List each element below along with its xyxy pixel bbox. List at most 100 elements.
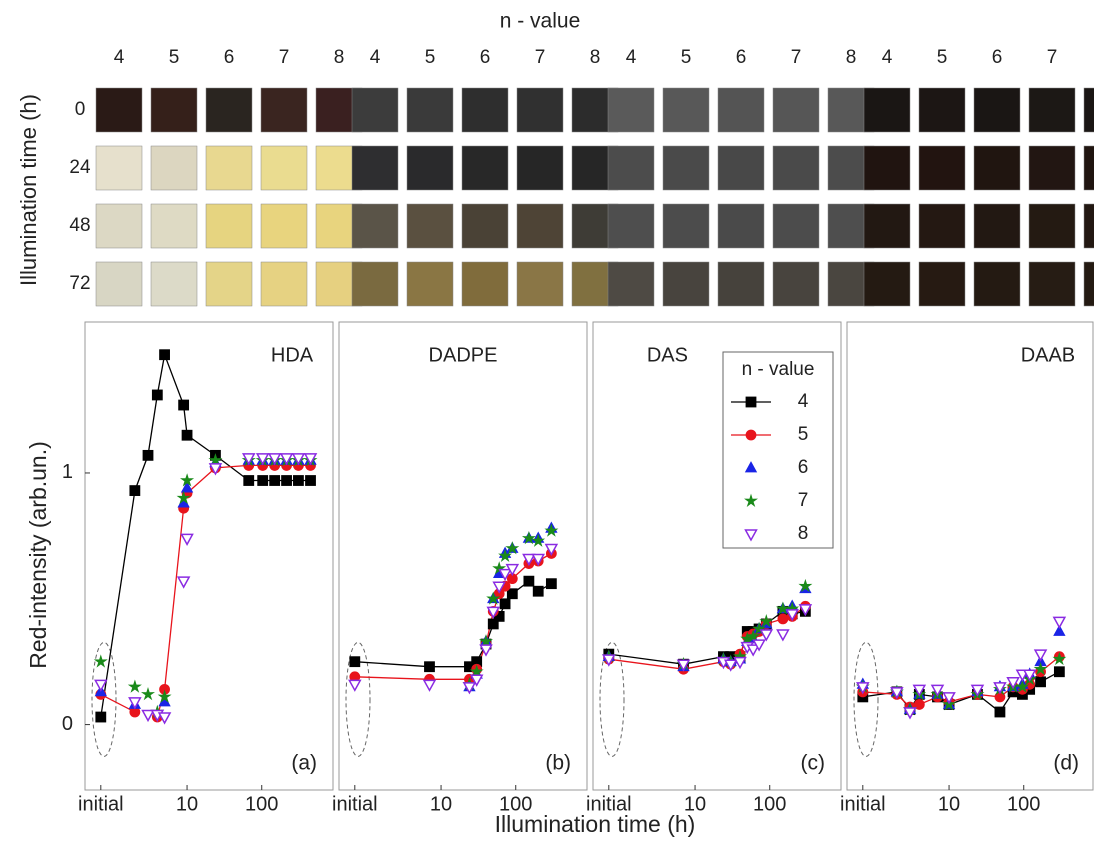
series-line [355, 581, 552, 667]
legend-label: 5 [798, 424, 809, 445]
data-point [282, 476, 292, 486]
sample-photo [462, 262, 508, 306]
legend-marker [746, 397, 756, 407]
sample-photo [151, 262, 197, 306]
legend-title: n - value [742, 359, 815, 380]
x-tick-label: 10 [176, 793, 198, 815]
x-tick-label: 10 [684, 793, 706, 815]
sample-photo [608, 146, 654, 190]
sample-photo [663, 88, 709, 132]
sample-photo [462, 88, 508, 132]
row-label: 48 [69, 215, 90, 236]
column-label: 7 [791, 47, 802, 68]
sample-photo [517, 88, 563, 132]
series-line [101, 355, 311, 717]
panel-label: (d) [1053, 752, 1079, 775]
y-axis-label: Red-intensity (arb.un.) [25, 441, 51, 669]
column-label: 4 [626, 47, 637, 68]
sample-photo [407, 262, 453, 306]
sample-photo [261, 262, 307, 306]
sample-photo [517, 262, 563, 306]
legend-marker [746, 430, 756, 440]
data-point [1035, 650, 1046, 660]
sample-photo [864, 262, 910, 306]
legend-box [723, 352, 833, 548]
sample-photo [974, 204, 1020, 248]
panel-title: DAAB [1021, 344, 1075, 366]
column-label: 6 [480, 47, 491, 68]
column-label: 8 [334, 47, 345, 68]
photo-grid-title: n - value [500, 10, 581, 33]
data-point [293, 476, 303, 486]
sample-photo [974, 262, 1020, 306]
column-label: 5 [169, 47, 180, 68]
x-tick-label: 100 [499, 793, 532, 815]
data-point [533, 586, 543, 596]
data-point [524, 576, 534, 586]
column-label: 7 [1047, 47, 1058, 68]
sample-photo [663, 262, 709, 306]
row-label: 0 [75, 99, 86, 120]
sample-photo [974, 146, 1020, 190]
x-tick-label: 10 [938, 793, 960, 815]
data-point [546, 525, 557, 536]
data-point [258, 476, 268, 486]
data-point [179, 400, 189, 410]
series-line [355, 554, 552, 680]
panel-label: (a) [291, 752, 317, 775]
sample-photo [261, 204, 307, 248]
y-tick-label: 1 [62, 461, 73, 483]
column-label: 6 [736, 47, 747, 68]
data-point [244, 476, 254, 486]
x-tick-label: 100 [753, 793, 786, 815]
data-point [95, 656, 106, 667]
sample-photo [151, 88, 197, 132]
sample-photo [919, 204, 965, 248]
x-tick-label: initial [586, 793, 632, 815]
sample-photo [151, 146, 197, 190]
sample-photo [352, 262, 398, 306]
data-point [995, 707, 1005, 717]
column-label: 6 [992, 47, 1003, 68]
photo-grid-y-label: Illumination time (h) [16, 94, 41, 286]
data-point [546, 579, 556, 589]
data-point [1054, 667, 1064, 677]
sample-photo [919, 88, 965, 132]
sample-photo [261, 88, 307, 132]
x-tick-label: initial [840, 793, 886, 815]
sample-photo [462, 204, 508, 248]
sample-photo [1029, 88, 1075, 132]
data-point [424, 680, 435, 690]
sample-photo [352, 88, 398, 132]
sample-photo [608, 204, 654, 248]
data-point [152, 390, 162, 400]
series-line [609, 611, 806, 664]
data-point [182, 534, 193, 544]
sample-photo [407, 88, 453, 132]
data-point [178, 577, 189, 587]
sample-photo [206, 204, 252, 248]
column-label: 7 [279, 47, 290, 68]
data-point [182, 430, 192, 440]
data-point [507, 589, 517, 599]
column-label: 4 [370, 47, 381, 68]
legend-label: 8 [798, 523, 809, 544]
column-label: 5 [937, 47, 948, 68]
sample-photo [1084, 262, 1094, 306]
sample-photo [718, 88, 764, 132]
data-point [424, 662, 434, 672]
panel-frame [85, 322, 333, 790]
sample-photo [96, 146, 142, 190]
data-point [306, 476, 316, 486]
sample-photo [773, 146, 819, 190]
sample-photo [773, 262, 819, 306]
data-point [96, 712, 106, 722]
sample-photo [96, 262, 142, 306]
panel-title: HDA [271, 344, 314, 366]
legend-label: 7 [798, 490, 809, 511]
sample-photo [919, 262, 965, 306]
sample-photo [1084, 204, 1094, 248]
x-tick-label: initial [78, 793, 124, 815]
sample-photo [352, 146, 398, 190]
sample-photo [1029, 204, 1075, 248]
